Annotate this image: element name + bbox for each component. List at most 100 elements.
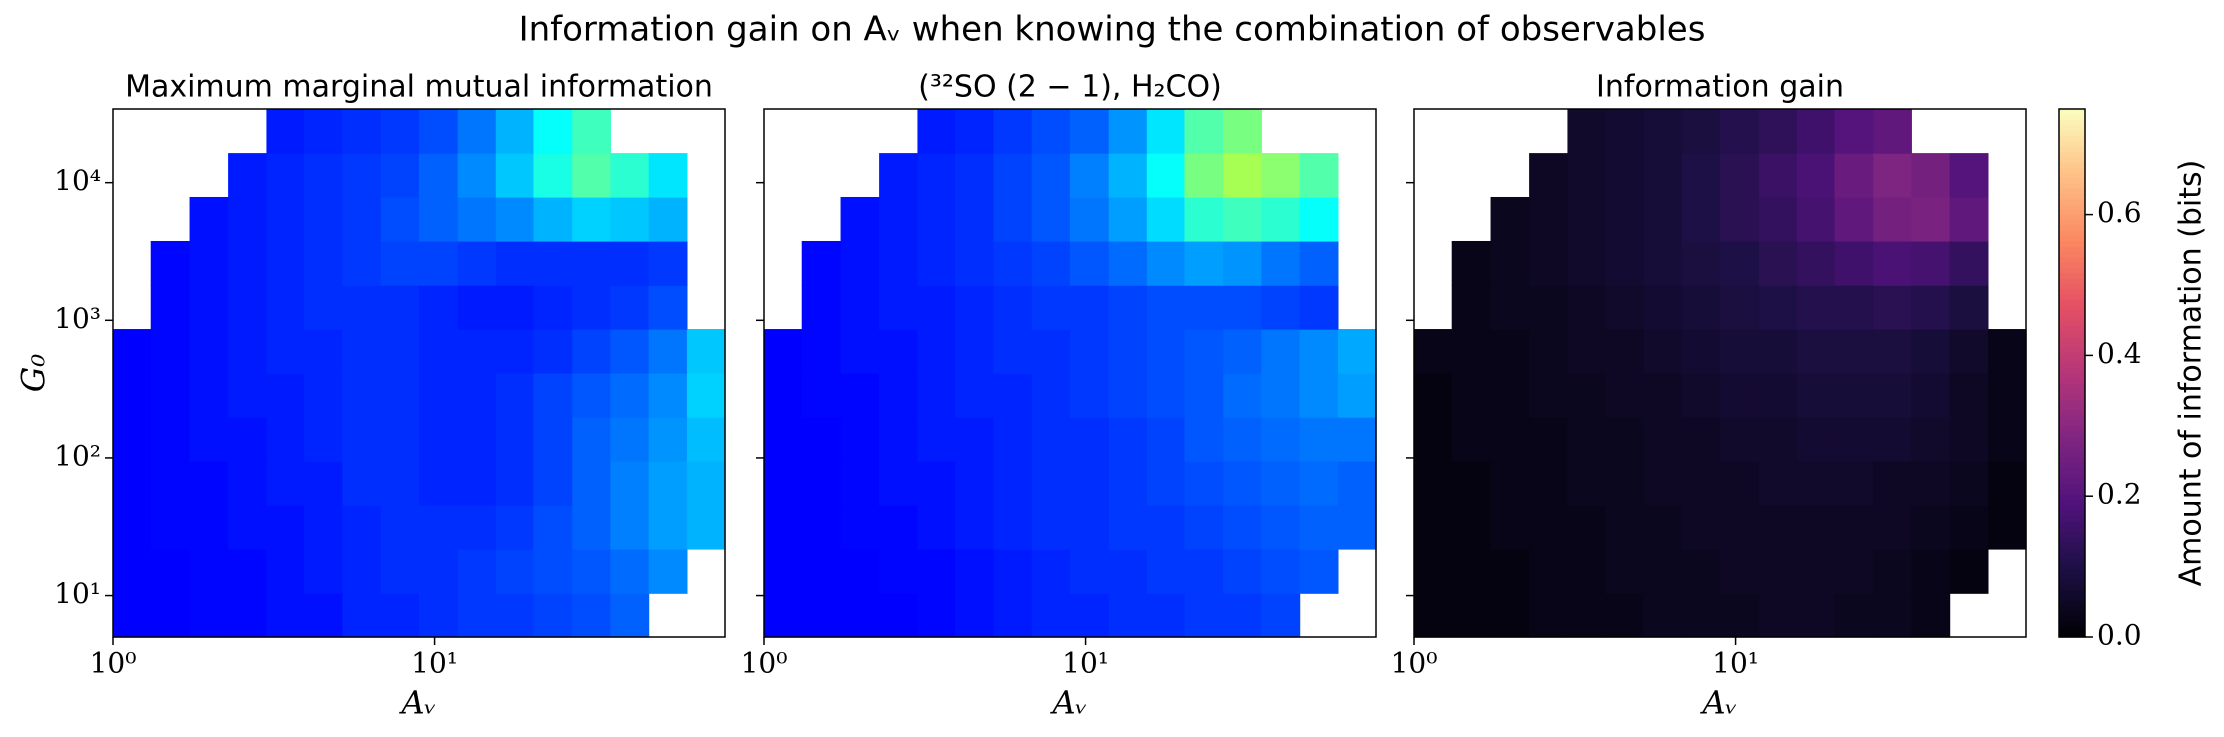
heatmap-cell xyxy=(572,109,611,154)
colorbar-step xyxy=(2059,314,2085,321)
colorbar-step xyxy=(2059,378,2085,385)
heatmap-cell xyxy=(1146,329,1186,374)
colorbar-step xyxy=(2059,277,2085,284)
heatmap-cell xyxy=(1567,593,1606,638)
colorbar-step xyxy=(2059,557,2085,564)
heatmap-cell xyxy=(189,548,229,594)
heatmap-cell xyxy=(1414,329,1453,374)
heatmap-cell xyxy=(1184,285,1224,330)
heatmap-cell xyxy=(1873,196,1912,242)
heatmap-cell xyxy=(1529,417,1569,462)
heatmap-cell xyxy=(1299,240,1339,286)
heatmap-cell xyxy=(189,373,229,418)
heatmap-cell xyxy=(1758,153,1798,198)
colorbar-step xyxy=(2059,193,2085,200)
heatmap-cell xyxy=(1069,505,1110,550)
heatmap-cell xyxy=(342,505,382,550)
heatmap-cell xyxy=(764,329,803,374)
heatmap-cell xyxy=(955,153,995,198)
colorbar-tick-label: 0.4 xyxy=(2097,337,2142,370)
heatmap-cell xyxy=(1069,373,1110,418)
colorbar-step xyxy=(2059,256,2085,263)
heatmap-cell xyxy=(955,505,995,550)
colorbar-step xyxy=(2059,605,2085,612)
heatmap-cell xyxy=(610,461,650,506)
heatmap-cell xyxy=(1796,505,1836,550)
heatmap-cell xyxy=(1031,505,1071,550)
heatmap-cell xyxy=(457,285,497,330)
heatmap-cell xyxy=(993,109,1033,154)
heatmap-cell xyxy=(1834,329,1874,374)
heatmap-cell xyxy=(1031,373,1071,418)
heatmap-cell xyxy=(1796,196,1836,242)
heatmap-cell xyxy=(1490,417,1530,462)
heatmap-cell xyxy=(648,153,688,198)
colorbar-step xyxy=(2059,241,2085,247)
heatmap-cell xyxy=(572,373,611,418)
heatmap-cell xyxy=(1873,109,1912,154)
heatmap-cell xyxy=(1031,196,1071,242)
heatmap-cell xyxy=(1681,196,1721,242)
heatmap-cell xyxy=(1299,153,1339,198)
colorbar-step xyxy=(2059,568,2085,575)
heatmap-cell xyxy=(1031,240,1071,286)
heatmap-cell xyxy=(1758,548,1798,594)
colorbar-step xyxy=(2059,478,2085,485)
heatmap-cell xyxy=(266,109,305,154)
heatmap-cell xyxy=(1834,505,1874,550)
heatmap-cell xyxy=(917,373,956,418)
heatmap-cell xyxy=(1069,109,1110,154)
heatmap-cell xyxy=(840,417,880,462)
heatmap-cell xyxy=(533,548,573,594)
heatmap-cell xyxy=(879,505,919,550)
heatmap-cell xyxy=(1605,329,1645,374)
heatmap-cell xyxy=(610,196,650,242)
heatmap-cell xyxy=(1911,285,1951,330)
heatmap-cell xyxy=(266,285,305,330)
heatmap-cell xyxy=(1719,505,1760,550)
heatmap-cell xyxy=(1261,548,1301,594)
heatmap-cell xyxy=(917,505,956,550)
heatmap-cell xyxy=(1490,240,1530,286)
x-tick-label: 10⁰ xyxy=(90,647,137,680)
heatmap-cell xyxy=(533,285,573,330)
heatmap-cell xyxy=(1681,505,1721,550)
heatmap-cell xyxy=(113,548,152,594)
heatmap-cell xyxy=(1567,153,1606,198)
heatmap-cell xyxy=(266,417,305,462)
heatmap-cell xyxy=(1451,548,1492,594)
heatmap-cell xyxy=(418,461,459,506)
heatmap-cell xyxy=(1261,373,1301,418)
heatmap-cell xyxy=(1719,373,1760,418)
colorbar-tick-label: 0.0 xyxy=(2097,619,2142,652)
heatmap-cell xyxy=(1223,285,1262,330)
heatmap-cell xyxy=(879,417,919,462)
heatmap-cell xyxy=(457,109,497,154)
heatmap-cell xyxy=(1146,153,1186,198)
heatmap-cell xyxy=(1069,285,1110,330)
heatmap-cell xyxy=(1987,461,2027,506)
heatmap-cell xyxy=(1108,417,1148,462)
heatmap-cell xyxy=(380,461,420,506)
heatmap-cell xyxy=(993,593,1033,638)
heatmap-cell xyxy=(993,461,1033,506)
heatmap-cell xyxy=(955,285,995,330)
colorbar-step xyxy=(2059,219,2085,226)
heatmap-cell xyxy=(495,240,535,286)
heatmap-cell xyxy=(1643,417,1683,462)
colorbar-step xyxy=(2059,367,2085,374)
colorbar-step xyxy=(2059,425,2085,432)
heatmap-cell xyxy=(840,196,880,242)
heatmap-cell xyxy=(1949,505,1989,550)
heatmap-cell xyxy=(189,196,229,242)
colorbar-step xyxy=(2059,293,2085,300)
heatmap-cell xyxy=(457,461,497,506)
heatmap-cell xyxy=(1299,461,1339,506)
heatmap-cell xyxy=(1451,285,1492,330)
heatmap-cell xyxy=(457,593,497,638)
heatmap-cell xyxy=(150,548,191,594)
heatmap-cell xyxy=(1873,329,1912,374)
heatmap-cell xyxy=(1414,373,1453,418)
heatmap-cell xyxy=(1873,153,1912,198)
heatmap-cell xyxy=(1031,153,1071,198)
